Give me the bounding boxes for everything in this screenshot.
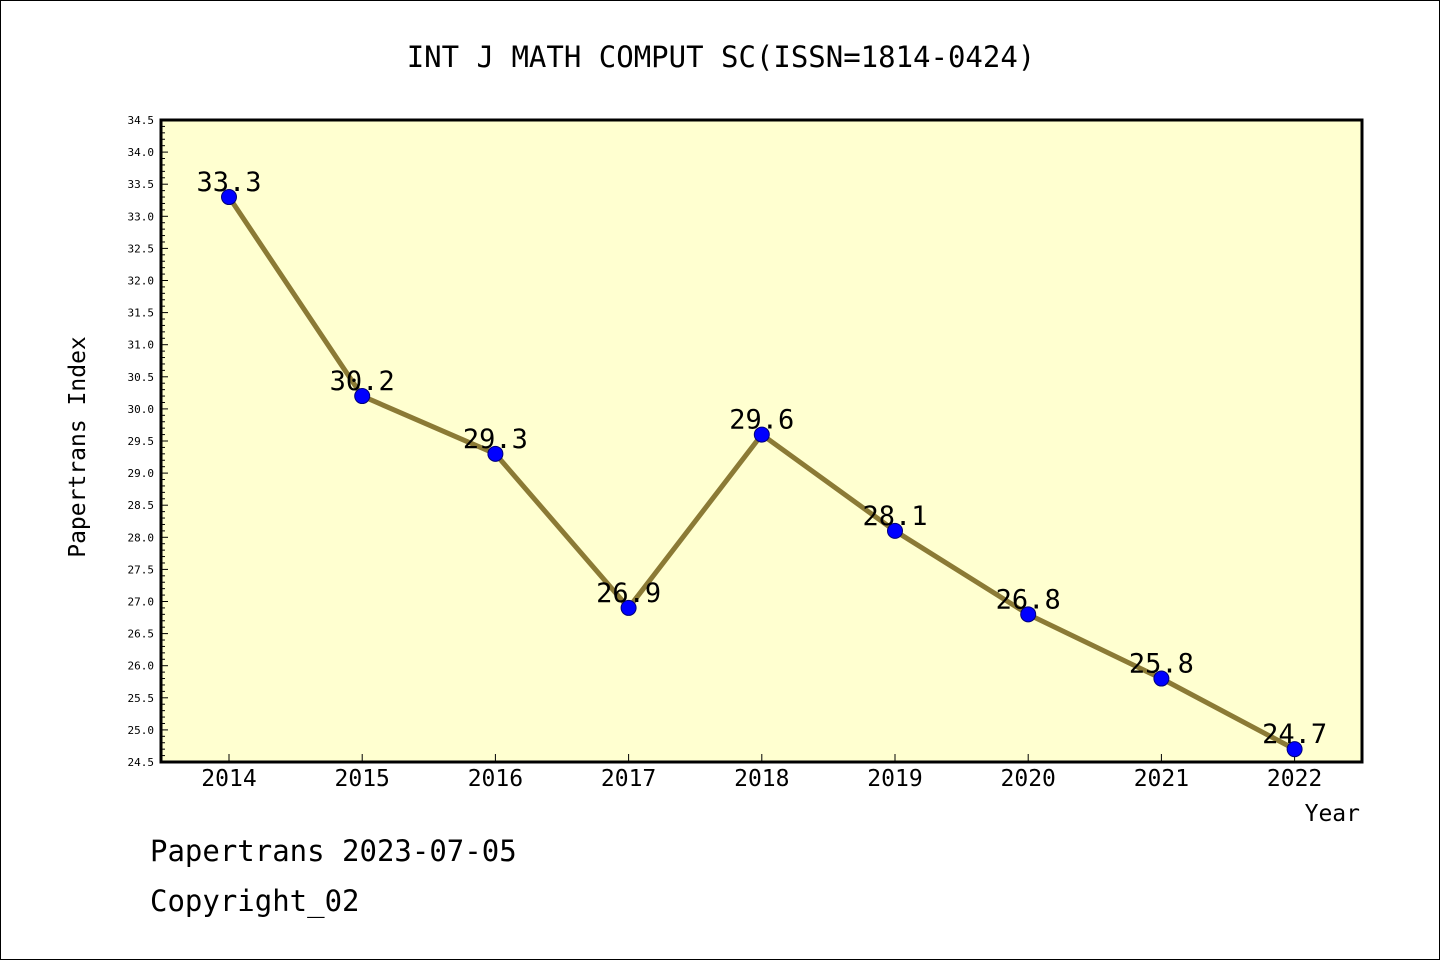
y-tick-label: 27.0: [128, 596, 155, 609]
y-tick-label: 25.0: [128, 724, 155, 737]
y-tick-label: 29.0: [128, 467, 155, 480]
y-axis: 24.5 25.0 25.5 26.0 26.5 27.0 27.5 28.0 28.5 29.0…: [128, 114, 168, 769]
data-label: 28.1: [862, 501, 927, 532]
y-tick-label: 32.5: [128, 242, 155, 255]
data-point: [1020, 606, 1037, 623]
y-tick-label: 33.5: [128, 178, 155, 191]
y-tick-label: 28.0: [128, 531, 155, 544]
data-point: [1286, 741, 1303, 758]
data-label: 29.3: [463, 424, 528, 455]
data-point: [1153, 670, 1170, 687]
y-tick-label: 32.0: [128, 275, 155, 288]
y-tick-label: 34.5: [128, 114, 155, 127]
y-tick-label: 34.0: [128, 146, 155, 159]
chart-title: INT J MATH COMPUT SC(ISSN=1814-0424): [407, 40, 1036, 74]
y-tick-label: 30.0: [128, 403, 155, 416]
data-point: [221, 189, 237, 206]
data-series: 33.3 30.2 29.3 26.9 29.6 28.1 26.8 25.8 24.7: [196, 167, 1327, 758]
data-point: [753, 426, 770, 443]
y-tick-label: 31.5: [128, 307, 155, 320]
data-label: 26.8: [996, 584, 1061, 615]
data-label: 33.3: [196, 167, 261, 198]
x-tick-label: 2017: [601, 766, 656, 792]
y-tick-label: 26.0: [128, 660, 155, 673]
data-label: 30.2: [330, 366, 395, 397]
x-tick-label: 2015: [335, 766, 390, 792]
x-axis-label: Year: [1305, 801, 1360, 827]
data-label: 26.9: [596, 578, 661, 609]
data-point: [887, 522, 903, 539]
footer-date-line: Papertrans 2023-07-05: [150, 834, 517, 868]
y-axis-label: Papertrans Index: [65, 336, 91, 558]
x-tick-label: 2020: [1001, 766, 1056, 792]
footer-copyright: Copyright_02: [150, 884, 360, 918]
x-tick-label: 2018: [734, 766, 789, 792]
y-tick-label: 27.5: [128, 563, 155, 576]
x-tick-label: 2021: [1134, 766, 1189, 792]
x-tick-label: 2014: [201, 766, 256, 792]
y-tick-label: 31.0: [128, 339, 155, 352]
y-tick-label: 24.5: [128, 756, 155, 769]
data-label: 25.8: [1129, 649, 1194, 680]
x-axis: 2014 2015 2016 2017 2018 2019 2020 2021 2022: [201, 754, 1322, 792]
data-point: [354, 388, 371, 405]
y-tick-label: 30.5: [128, 371, 155, 384]
y-tick-label: 26.5: [128, 628, 155, 641]
x-tick-label: 2019: [867, 766, 922, 792]
plot-border: [159, 118, 1364, 764]
y-tick-label: 29.5: [128, 435, 155, 448]
y-tick-label: 33.0: [128, 210, 155, 223]
y-tick-label: 25.5: [128, 692, 155, 705]
data-label: 24.7: [1262, 719, 1327, 750]
data-label: 29.6: [729, 405, 794, 436]
y-tick-label: 28.5: [128, 499, 155, 512]
data-point: [620, 599, 637, 616]
data-point: [487, 445, 504, 462]
x-tick-label: 2022: [1267, 766, 1322, 792]
x-tick-label: 2016: [468, 766, 523, 792]
